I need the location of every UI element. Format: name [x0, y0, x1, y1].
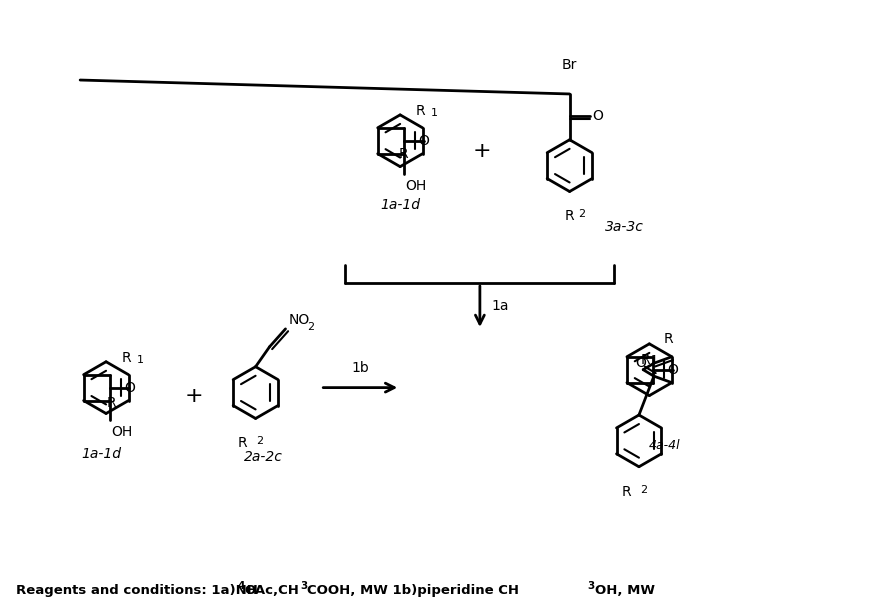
- Text: OH: OH: [406, 179, 427, 193]
- Text: 2: 2: [257, 437, 264, 446]
- Text: NO: NO: [289, 313, 310, 327]
- Text: 1a-1d: 1a-1d: [380, 198, 420, 212]
- Text: 2: 2: [579, 209, 586, 219]
- Text: R: R: [121, 351, 131, 365]
- Text: R: R: [664, 332, 673, 346]
- Text: 1: 1: [651, 354, 657, 365]
- Text: 2: 2: [640, 485, 647, 495]
- Text: R: R: [641, 353, 650, 367]
- Text: R: R: [564, 209, 574, 223]
- Text: Br: Br: [562, 58, 578, 72]
- Text: +: +: [472, 140, 491, 161]
- Text: 3: 3: [587, 581, 595, 591]
- Text: OAc,CH: OAc,CH: [245, 584, 299, 597]
- Text: OH: OH: [112, 426, 133, 440]
- Text: 1: 1: [431, 108, 438, 118]
- Text: R: R: [107, 396, 117, 410]
- Text: 4a-4l: 4a-4l: [649, 440, 680, 452]
- Text: 1: 1: [136, 354, 144, 365]
- Text: O: O: [418, 134, 429, 148]
- Text: R: R: [621, 485, 631, 499]
- Text: R: R: [416, 104, 425, 118]
- Text: O: O: [667, 363, 678, 377]
- Text: 3a-3c: 3a-3c: [604, 220, 643, 234]
- Text: R: R: [238, 437, 247, 451]
- Text: 1a: 1a: [492, 299, 509, 313]
- Text: Reagents and conditions: 1a)NH: Reagents and conditions: 1a)NH: [16, 584, 258, 597]
- Text: 1a-1d: 1a-1d: [82, 447, 121, 461]
- Text: R: R: [399, 147, 408, 161]
- Text: O: O: [592, 109, 603, 123]
- Text: OH, MW: OH, MW: [595, 584, 655, 597]
- Text: COOH, MW 1b)piperidine CH: COOH, MW 1b)piperidine CH: [307, 584, 519, 597]
- Text: 2a-2c: 2a-2c: [245, 451, 283, 465]
- Text: 1b: 1b: [352, 361, 369, 375]
- Text: 3: 3: [300, 581, 307, 591]
- Text: O: O: [635, 356, 646, 370]
- Text: 2: 2: [307, 322, 315, 332]
- Text: 4: 4: [237, 581, 245, 591]
- Text: +: +: [184, 385, 203, 406]
- Text: O: O: [124, 381, 135, 395]
